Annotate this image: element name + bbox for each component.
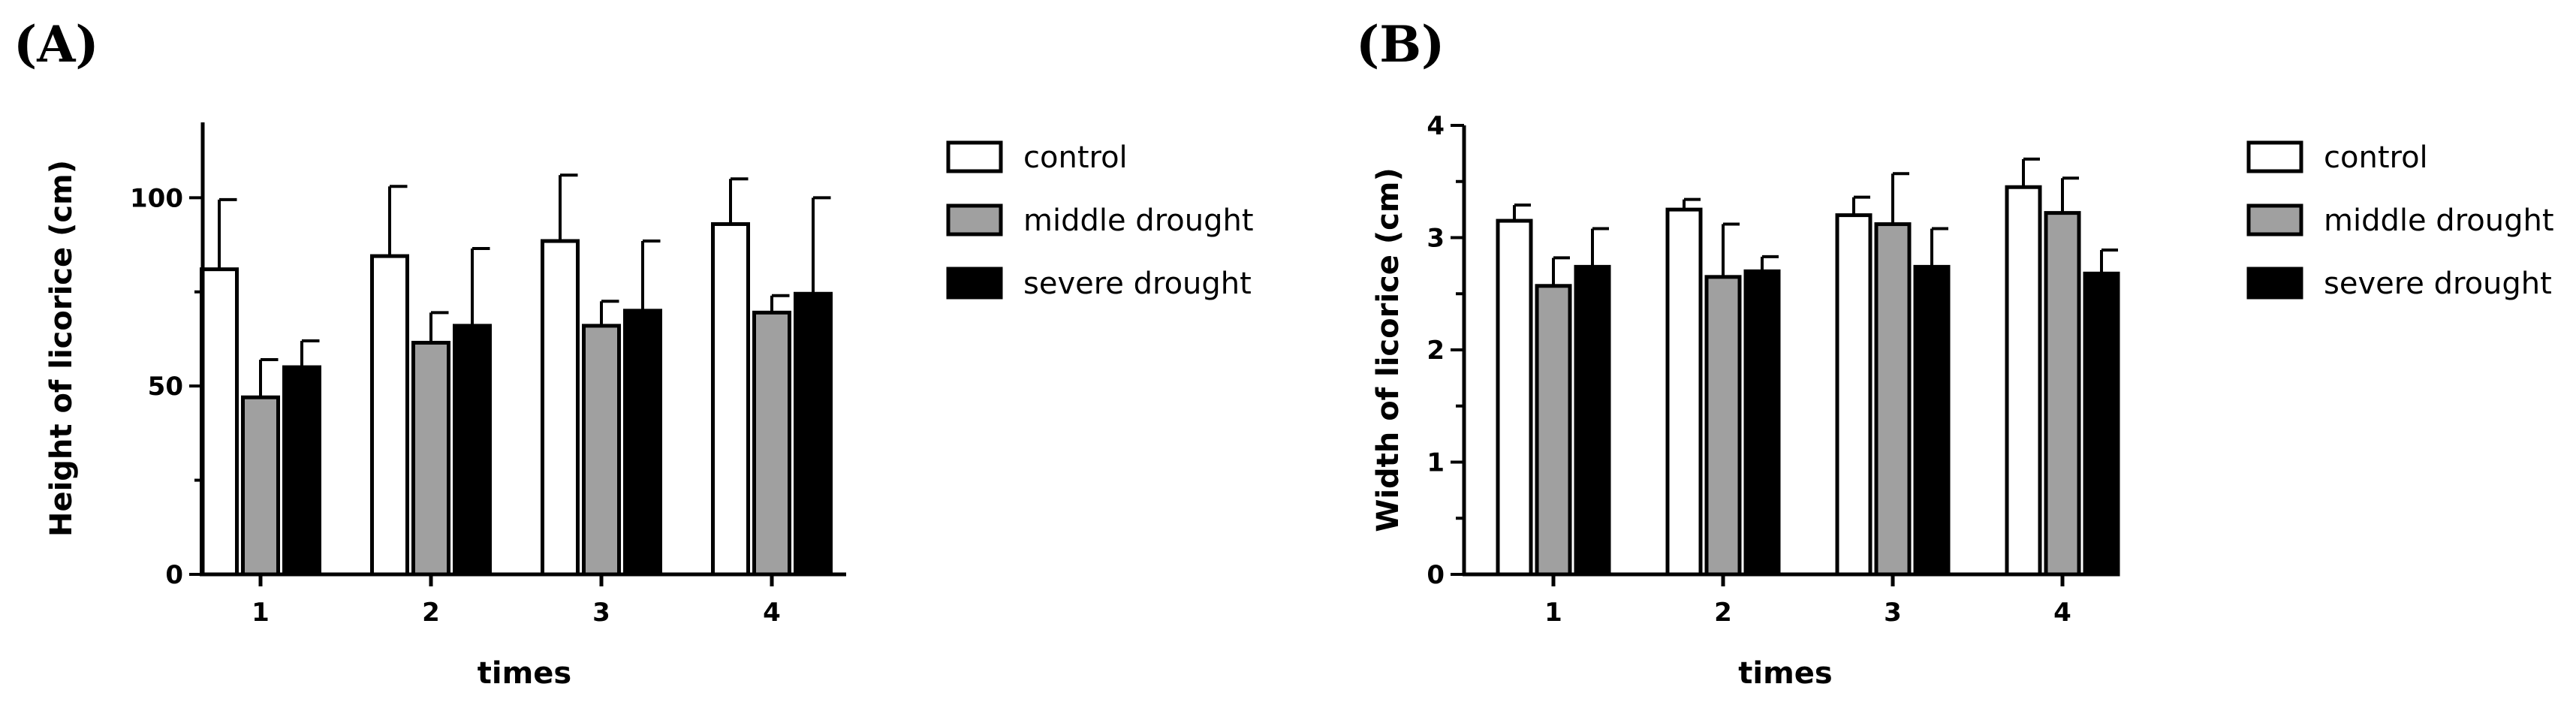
panel-b-bar-s2-t1: [1535, 284, 1572, 577]
panel-a-y-tick-label-0: 0: [165, 560, 183, 590]
panel-a-bar-s1-t2: [370, 254, 409, 577]
panel-b-legend-label-2: middle drought: [2324, 203, 2554, 238]
panel-a-legend-swatch-3: [946, 267, 1003, 300]
panel-b-y-tick-label-1: 1: [1427, 448, 1445, 478]
panel-a-y-axis-title: Height of licorice (cm): [44, 160, 79, 537]
panel-a-bar-s2-t1: [241, 395, 280, 577]
panel-b-y-axis-title: Width of licorice (cm): [1371, 167, 1406, 532]
panel-b-x-axis-title: times: [1738, 656, 1832, 691]
panel-a-plot-area: 1 2 3 4 0 50 100: [130, 122, 846, 628]
panel-b-bar-s2-t4: [2044, 211, 2081, 577]
panel-a-y-tick-label-50: 50: [148, 372, 183, 402]
panel-b-bar-s3-t3: [1913, 264, 1951, 577]
panel-a-bar-s1-t4: [711, 221, 750, 577]
panel-a-bar-s3-t3: [623, 309, 662, 577]
panel-b-legend-label-1: control: [2324, 140, 2428, 175]
panel-b-plot-area: 1 2 3 4 0 1 2 3 4: [1427, 111, 2120, 628]
panel-b-x-tick-label-3: 3: [1884, 598, 1902, 628]
panel-a-legend-label-3: severe drought: [1023, 267, 1252, 301]
panel-b-x-tick-label-1: 1: [1544, 598, 1562, 628]
panel-b-legend-swatch-3: [2246, 267, 2303, 300]
panel-b-y-tick-label-4: 4: [1427, 111, 1445, 141]
panel-b-bar-s3-t4: [2083, 271, 2120, 577]
panel-a-bar-s1-t1: [200, 267, 239, 577]
panel-a-bar-s3-t2: [453, 324, 492, 577]
panel-a-legend-swatch-1: [946, 140, 1003, 173]
panel-b-y-tick-label-2: 2: [1427, 336, 1445, 366]
panel-b-legend-label-3: severe drought: [2324, 267, 2552, 301]
panel-a-legend-swatch-2: [946, 203, 1003, 237]
panel-b-label: (B): [1356, 15, 1445, 74]
panel-b-bar-s1-t1: [1496, 218, 1533, 577]
panel-a-label: (A): [14, 15, 99, 74]
panel-a-bar-s2-t3: [582, 324, 621, 577]
panel-b-bar-s1-t4: [2005, 185, 2042, 577]
panel-a-bar-s3-t4: [794, 291, 833, 577]
panel-b-y-tick-label-0: 0: [1427, 560, 1445, 590]
panel-a-x-tick-label-3: 3: [592, 598, 610, 628]
panel-a-x-tick-label-1: 1: [252, 598, 270, 628]
panel-a-y-tick-label-100: 100: [130, 183, 183, 213]
panel-a-x-tick-label-4: 4: [763, 598, 781, 628]
panel-b-legend-swatch-2: [2246, 203, 2303, 237]
panel-b-bar-s2-t3: [1874, 222, 1912, 577]
panel-a-bar-s2-t4: [752, 310, 791, 577]
panel-a-x-tick-label-2: 2: [422, 598, 440, 628]
panel-a-legend-label-1: control: [1023, 140, 1128, 175]
panel-a: (A) Height of licorice (cm) times 1 2 3 4 0 5…: [14, 15, 1254, 691]
panel-a-bar-s3-t1: [282, 365, 321, 577]
panel-a-legend: control middle drought severe drought: [946, 140, 1254, 301]
panel-b-legend: control middle drought severe drought: [2246, 140, 2554, 301]
panel-b-bar-s1-t2: [1665, 207, 1703, 577]
panel-b: (B) Width of licorice (cm) times 1 2 3 4 0 1 2…: [1356, 15, 2554, 691]
panel-a-bar-s1-t3: [541, 239, 580, 577]
panel-b-bar-s3-t1: [1574, 264, 1611, 577]
panel-a-x-axis-title: times: [478, 656, 571, 691]
panel-b-bar-s1-t3: [1835, 213, 1872, 577]
panel-b-bar-s3-t2: [1743, 269, 1781, 577]
panel-b-legend-swatch-1: [2246, 140, 2303, 173]
panel-b-bar-s2-t2: [1704, 275, 1742, 577]
panel-b-y-tick-label-3: 3: [1427, 224, 1445, 254]
panel-b-x-tick-label-4: 4: [2053, 598, 2071, 628]
panel-a-legend-label-2: middle drought: [1023, 203, 1254, 238]
panel-b-x-tick-label-2: 2: [1714, 598, 1732, 628]
panel-a-bar-s2-t2: [411, 340, 450, 577]
